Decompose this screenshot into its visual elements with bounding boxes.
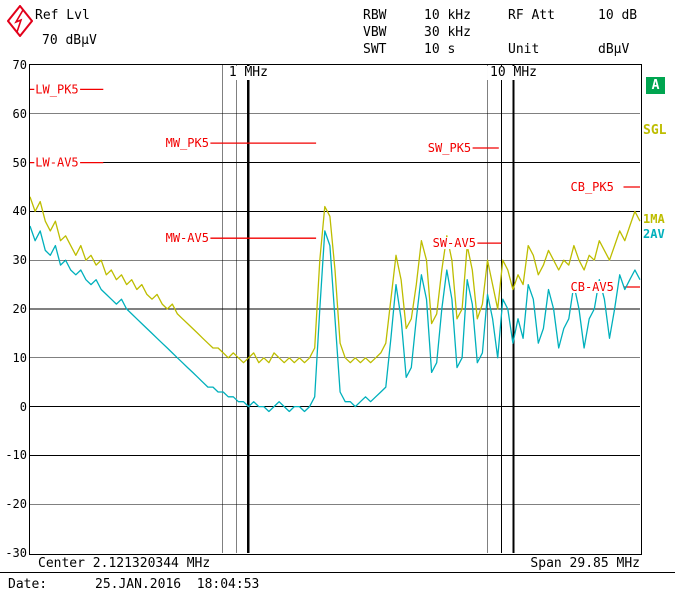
trace1-mode-label: 1MA (643, 212, 665, 226)
y-tick-label: -20 (5, 497, 27, 512)
span-readout: Span 29.85 MHz (530, 556, 640, 571)
limit-label-bg (34, 156, 81, 169)
y-tick-label: 10 (12, 350, 27, 365)
center-frequency-readout: Center 2.121320344 MHz (38, 556, 211, 571)
unit-value: dBµV (598, 42, 630, 57)
screen-a-badge: A (646, 77, 665, 94)
limit-label-bg (164, 137, 211, 150)
footer-divider (0, 572, 675, 573)
rbw-label: RBW (363, 8, 387, 23)
ref-level-label: Ref Lvl (35, 8, 90, 23)
spectrum-plot: LW_PK5 LW-AV5 MW_PK5 MW-AV5 SW_PK5 SW-AV5 CB_P… (29, 64, 642, 555)
swt-value: 10 s (424, 42, 456, 57)
y-tick-label: 70 (12, 58, 27, 72)
limit-label-SW-AV5: SW-AV5 (433, 236, 476, 250)
swt-label: SWT (363, 42, 387, 57)
x-tick-label: 10 MHz (487, 66, 540, 80)
limit-label-SW_PK5: SW_PK5 (428, 141, 471, 155)
rf-att-value: 10 dB (598, 8, 638, 23)
y-tick-label: 40 (12, 204, 27, 219)
single-sweep-indicator: SGL (643, 123, 667, 138)
limit-label-CB-AV5: CB-AV5 (571, 280, 614, 294)
ref-level-value: 70 dBµV (42, 33, 97, 48)
date-label: Date: (8, 577, 48, 592)
limit-label-bg (164, 232, 211, 245)
limit-label-LW-AV5: LW-AV5 (35, 156, 78, 170)
rbw-value: 10 kHz (424, 8, 471, 23)
x-tick-label: 1 MHz (225, 66, 271, 80)
limit-label-LW_PK5: LW_PK5 (35, 82, 78, 96)
spectrum-canvas: LW_PK5 LW-AV5 MW_PK5 MW-AV5 SW_PK5 SW-AV5 CB_P… (30, 65, 641, 553)
limit-label-MW-AV5: MW-AV5 (166, 231, 209, 245)
y-tick-label: 20 (12, 302, 27, 316)
trace-1MA-max-peak (30, 196, 641, 364)
y-tick-label: -10 (5, 448, 27, 463)
rohde-schwarz-logo (7, 5, 33, 37)
limit-label-bg (569, 281, 616, 293)
limit-label-bg (34, 83, 81, 96)
limit-label-bg (569, 181, 616, 193)
vbw-label: VBW (363, 25, 387, 40)
vbw-value: 30 kHz (424, 25, 471, 40)
y-tick-label: 0 (19, 399, 27, 414)
limit-label-bg (426, 142, 473, 154)
y-tick-label: 30 (12, 253, 27, 268)
date-value: 25.JAN.2016 18:04:53 (95, 577, 260, 592)
unit-label: Unit (508, 42, 540, 57)
trace-2AV-average (30, 225, 641, 413)
limit-label-CB_PK5: CB_PK5 (571, 180, 614, 194)
y-tick-label: 50 (12, 155, 27, 170)
y-tick-label: 60 (12, 106, 27, 121)
limit-label-MW_PK5: MW_PK5 (166, 136, 209, 150)
limit-label-bg (431, 237, 478, 250)
rf-att-label: RF Att (508, 8, 555, 23)
y-tick-label: -30 (5, 546, 27, 560)
trace2-mode-label: 2AV (643, 227, 665, 241)
